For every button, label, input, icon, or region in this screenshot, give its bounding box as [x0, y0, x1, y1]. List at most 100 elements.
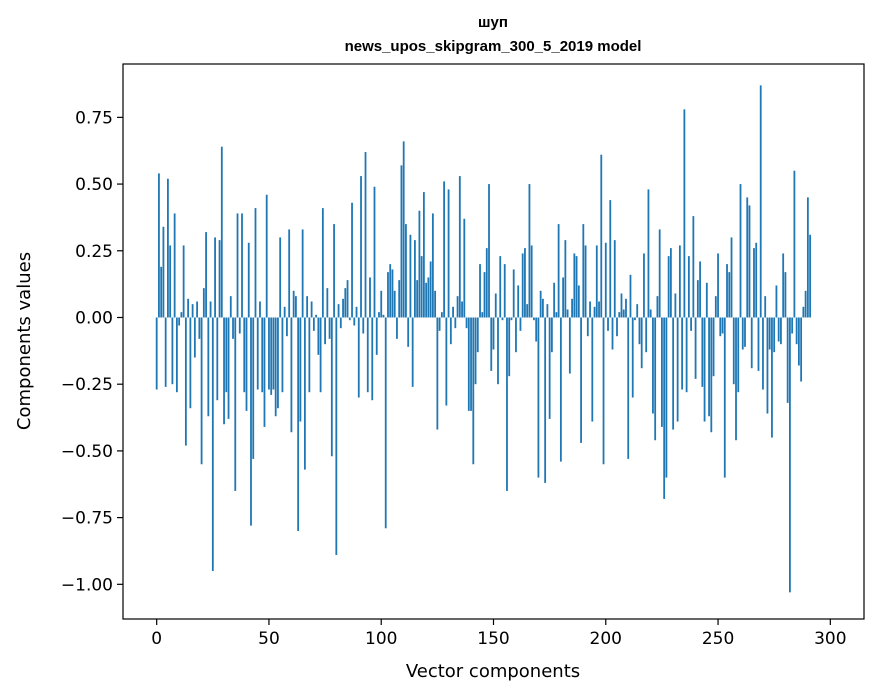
bar-261 [741, 317, 744, 350]
y-axis-label: Components values [14, 252, 35, 430]
bar-59 [288, 229, 291, 318]
y-tick-label: 0.25 [75, 242, 113, 262]
bar-169 [535, 317, 538, 342]
bar-267 [755, 242, 758, 318]
bar-110 [402, 141, 405, 318]
bar-214 [636, 304, 639, 318]
bar-246 [708, 317, 710, 417]
bar-0 [155, 317, 158, 390]
bar-167 [530, 245, 533, 318]
bar-222 [654, 317, 657, 441]
bar-15 [189, 317, 192, 409]
bar-287 [800, 317, 803, 382]
bar-61 [292, 290, 295, 318]
bar-77 [328, 317, 331, 339]
bar-137 [463, 218, 466, 318]
bar-284 [793, 170, 796, 318]
bar-240 [694, 317, 697, 379]
bar-173 [544, 317, 547, 483]
bar-178 [555, 312, 558, 318]
bar-115 [414, 240, 416, 318]
bar-43 [252, 317, 255, 459]
bar-197 [598, 301, 600, 318]
bar-24 [209, 301, 212, 318]
bar-157 [508, 317, 511, 377]
bar-213 [634, 317, 636, 321]
bar-278 [780, 317, 782, 345]
bar-277 [777, 317, 780, 342]
bar-11 [180, 312, 183, 318]
bar-142 [474, 317, 477, 385]
bar-166 [528, 184, 531, 318]
bar-186 [573, 253, 576, 318]
bar-6 [169, 245, 172, 318]
bar-247 [710, 317, 713, 433]
bar-239 [692, 216, 695, 318]
x-axis: 0 50 100 150 200 250 300 [151, 619, 847, 649]
bar-70 [312, 317, 315, 331]
bar-116 [416, 280, 419, 318]
bar-289 [804, 290, 807, 318]
bar-3 [162, 226, 165, 318]
bar-191 [584, 245, 587, 318]
bar-265 [750, 317, 753, 369]
bar-112 [407, 317, 410, 347]
bar-97 [373, 186, 376, 318]
bar-248 [712, 317, 715, 377]
bar-42 [250, 317, 252, 526]
bar-134 [456, 296, 459, 318]
bar-162 [519, 317, 522, 331]
bar-135 [458, 176, 461, 318]
bar-128 [443, 181, 445, 318]
bar-84 [344, 288, 347, 318]
bar-107 [396, 317, 398, 339]
bar-147 [485, 248, 488, 318]
bar-204 [613, 240, 616, 318]
bar-159 [512, 269, 515, 318]
bar-89 [355, 306, 358, 318]
bar-195 [593, 306, 596, 318]
bar-146 [483, 272, 486, 318]
bar-219 [647, 189, 650, 318]
bar-271 [764, 296, 767, 318]
bar-161 [517, 285, 520, 318]
bar-189 [580, 317, 582, 443]
bar-225 [661, 317, 663, 427]
bar-67 [306, 296, 309, 318]
bar-252 [721, 317, 724, 334]
bar-28 [218, 240, 221, 318]
bar-35 [234, 317, 237, 491]
bar-237 [687, 256, 690, 318]
bar-199 [602, 317, 605, 465]
x-tick-label: 50 [258, 629, 280, 649]
bar-108 [398, 280, 401, 318]
x-tick-label: 100 [365, 629, 397, 649]
bar-96 [371, 317, 374, 401]
bar-269 [759, 85, 762, 318]
bar-123 [431, 213, 434, 318]
y-tick-label: 0.00 [75, 308, 113, 328]
bar-228 [667, 256, 670, 318]
bar-182 [564, 240, 567, 318]
bar-183 [566, 309, 569, 318]
bar-266 [753, 248, 755, 318]
bar-244 [703, 317, 706, 422]
bar-163 [521, 253, 524, 318]
bar-285 [795, 317, 798, 345]
bar-217 [643, 253, 645, 318]
bar-155 [503, 264, 506, 318]
bar-223 [656, 296, 659, 318]
bar-259 [737, 317, 740, 393]
bar-111 [405, 224, 407, 318]
bar-75 [324, 317, 326, 345]
bar-226 [663, 317, 666, 499]
bar-221 [652, 317, 654, 414]
bar-232 [676, 317, 679, 422]
bar-212 [631, 317, 634, 398]
bar-270 [762, 317, 764, 390]
bar-90 [357, 317, 360, 398]
bar-144 [479, 264, 481, 318]
bar-201 [607, 317, 609, 331]
bar-254 [726, 264, 728, 318]
bar-153 [499, 256, 502, 318]
